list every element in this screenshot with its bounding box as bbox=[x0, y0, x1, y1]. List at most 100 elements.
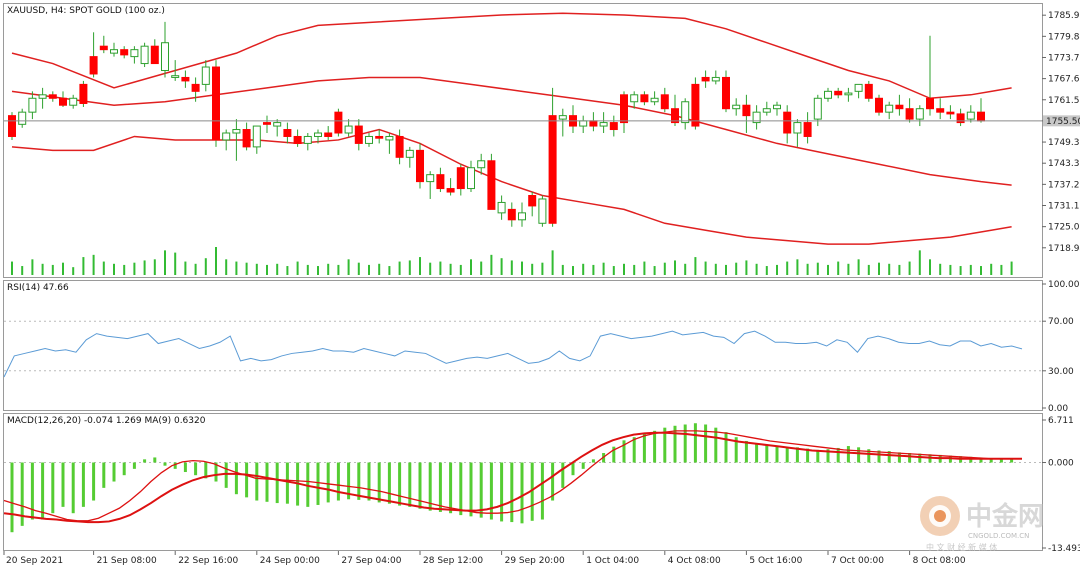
macd-hist-bar bbox=[183, 462, 187, 473]
macd-hist-bar bbox=[51, 462, 55, 514]
volume-bar bbox=[633, 264, 636, 275]
macd-hist-bar bbox=[408, 462, 412, 507]
volume-bar bbox=[113, 263, 115, 275]
candle-bullish bbox=[813, 97, 822, 120]
macd-hist-bar bbox=[357, 462, 361, 500]
candle-bearish bbox=[283, 129, 292, 137]
volume-bar bbox=[133, 262, 136, 275]
macd-hist-bar bbox=[816, 449, 820, 463]
price-axis: 1785.93 1779.84 1773.75 1767.66 1761.57 1755.… bbox=[1042, 11, 1080, 254]
volume-bar bbox=[266, 264, 268, 275]
volume-bar bbox=[939, 263, 942, 275]
candle-bearish bbox=[263, 122, 271, 125]
macd-hist-bar bbox=[836, 447, 840, 463]
price-tick-label: 1749.39 bbox=[1048, 138, 1080, 148]
volume-bar bbox=[388, 266, 391, 275]
candle-bullish bbox=[385, 135, 394, 141]
candle-bullish bbox=[854, 83, 863, 92]
macd-hist-bar bbox=[571, 462, 575, 476]
candle-bullish bbox=[252, 125, 261, 148]
macd-hist-bar bbox=[877, 450, 881, 463]
volume-bar bbox=[306, 264, 309, 275]
price-tick-label: 1773.75 bbox=[1048, 53, 1080, 63]
price-tick-label: 1731.12 bbox=[1048, 202, 1080, 212]
macd-hist-bar bbox=[316, 462, 320, 505]
logo-tagline: 中 文 财 经 新 媒 体 bbox=[926, 542, 997, 552]
candle-bearish bbox=[691, 83, 700, 127]
volume-bar bbox=[194, 263, 197, 275]
macd-hist-bar bbox=[112, 462, 116, 482]
candle-bearish bbox=[722, 76, 730, 110]
rsi-tick-label: 70.00 bbox=[1048, 317, 1074, 327]
macd-hist-bar bbox=[520, 462, 524, 524]
volume-bar bbox=[408, 260, 411, 275]
volume-bar bbox=[949, 264, 952, 275]
candle-bullish bbox=[824, 90, 832, 99]
candle-bearish bbox=[191, 83, 200, 92]
macd-hist-bar bbox=[398, 462, 402, 506]
volume-bar bbox=[327, 263, 330, 275]
candle-bullish bbox=[467, 167, 475, 190]
volume-bar bbox=[357, 262, 360, 275]
macd-hist-bar bbox=[418, 462, 422, 509]
volume-bar bbox=[572, 266, 574, 275]
volume-bar bbox=[582, 263, 585, 275]
volume-bar bbox=[51, 264, 54, 275]
macd-hist-bar bbox=[785, 447, 789, 463]
candle-bearish bbox=[334, 111, 343, 134]
candle-bearish bbox=[395, 135, 404, 158]
macd-hist-bar bbox=[255, 462, 259, 501]
macd-hist-bar bbox=[999, 458, 1003, 463]
volume-bar bbox=[827, 264, 829, 275]
volume-bar bbox=[704, 261, 707, 275]
volume-bar bbox=[653, 266, 656, 275]
candle-bearish bbox=[609, 122, 618, 131]
rsi-tick-label: 30.00 bbox=[1048, 367, 1074, 377]
macd-tick-label: 0.000 bbox=[1048, 459, 1074, 469]
volume-bar bbox=[776, 264, 778, 275]
candle-bullish bbox=[650, 97, 659, 103]
volume-bar bbox=[918, 250, 921, 275]
macd-hist-bar bbox=[81, 462, 85, 507]
macd-hist-bar bbox=[591, 459, 595, 463]
volume-bar bbox=[857, 259, 860, 275]
candle-bearish bbox=[354, 125, 363, 144]
macd-hist-bar bbox=[622, 440, 626, 463]
candle-bullish bbox=[752, 111, 761, 124]
volume-bar bbox=[745, 260, 748, 275]
volume-bar bbox=[674, 260, 676, 275]
candle-bullish bbox=[171, 75, 180, 78]
candle-bullish bbox=[793, 122, 802, 134]
candle-bearish bbox=[242, 129, 251, 148]
candle-bearish bbox=[946, 111, 955, 115]
volume-bar bbox=[62, 262, 64, 275]
time-tick-label: 4 Oct 08:00 bbox=[668, 556, 721, 566]
volume-bar bbox=[765, 266, 768, 275]
volume-bar bbox=[786, 261, 789, 275]
candle-bullish bbox=[161, 42, 169, 71]
macd-panel-frame bbox=[3, 413, 1043, 551]
candle-bullish bbox=[405, 149, 414, 158]
macd-histogram bbox=[10, 423, 1014, 533]
time-axis: 20 Sep 2021 21 Sep 08:00 22 Sep 16:00 24 Se… bbox=[3, 551, 966, 566]
volume-bar bbox=[816, 262, 819, 275]
macd-hist-bar bbox=[214, 462, 218, 482]
macd-hist-bar bbox=[122, 462, 126, 476]
price-tick-label: 1785.93 bbox=[1048, 11, 1080, 21]
macd-hist-bar bbox=[897, 452, 901, 463]
volume-bar bbox=[561, 264, 564, 275]
macd-hist-bar bbox=[30, 462, 34, 520]
volume-bar bbox=[347, 259, 350, 275]
volume-bar bbox=[714, 263, 717, 275]
candle-bearish bbox=[977, 111, 985, 122]
macd-hist-bar bbox=[775, 446, 779, 463]
macd-main-line bbox=[3, 431, 1022, 524]
macd-hist-bar bbox=[908, 453, 912, 463]
macd-hist-bar bbox=[306, 462, 310, 507]
candle-bullish bbox=[365, 135, 373, 144]
candle-bullish bbox=[579, 120, 588, 127]
volume-bar bbox=[429, 262, 432, 275]
macd-hist-bar bbox=[612, 446, 616, 463]
macd-hist-bar bbox=[642, 434, 646, 463]
main-panel-frame bbox=[3, 3, 1043, 278]
